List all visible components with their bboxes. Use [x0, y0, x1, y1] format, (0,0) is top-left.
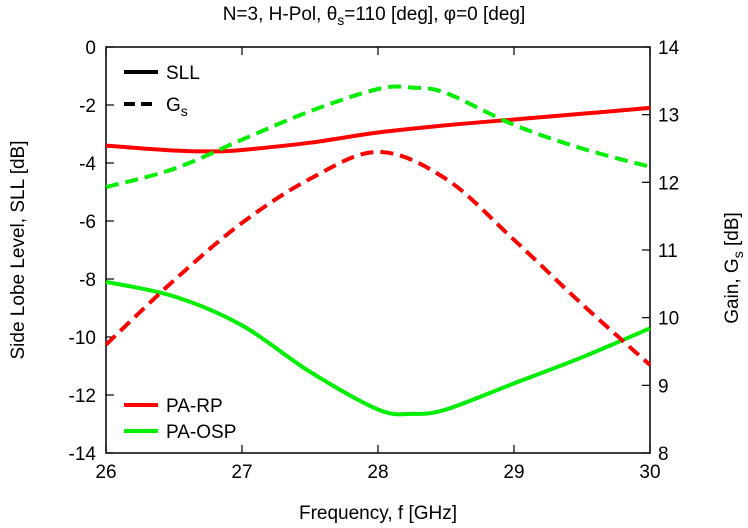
y-left-tick-label: 0	[85, 38, 96, 59]
x-axis: 26 27 28 29 30	[95, 47, 661, 483]
legend-style-label-sll: SLL	[166, 63, 200, 84]
chart-title-sub: s	[337, 12, 344, 28]
y-axis-right-label-sub: s	[730, 251, 746, 258]
y-left-tick-label: -4	[79, 154, 96, 175]
y-right-tick-label: 8	[658, 444, 669, 465]
y-right-tick-label: 11	[658, 241, 678, 262]
y-left-tick-label: -12	[69, 386, 96, 407]
chart-title-suffix: =110 [deg], φ=0 [deg]	[344, 4, 525, 25]
y-left-tick-label: -8	[79, 270, 96, 291]
y-axis-right-label-prefix: Gain, G	[722, 258, 743, 323]
x-tick-label: 28	[367, 462, 388, 483]
series-layer	[104, 84, 652, 417]
y-left-tick-label: -10	[69, 328, 96, 349]
y-axis-left: 0 -2 -4 -6 -8 -10 -12 -14	[69, 38, 114, 465]
series-pa-rp-sll-line	[105, 105, 651, 154]
series-pa-osp-sll-line	[105, 279, 651, 417]
y-axis-right-label-suffix: [dB]	[722, 212, 743, 251]
legend-method-label-pa-rp: PA-RP	[166, 396, 223, 417]
legend-method: PA-RP PA-OSP	[124, 396, 236, 443]
y-right-tick-label: 13	[658, 106, 679, 127]
legend-style: SLL Gs	[124, 63, 200, 119]
y-right-tick-label: 12	[658, 173, 679, 194]
y-left-tick-label: -2	[79, 96, 96, 117]
series-pa-osp-gs-line	[105, 84, 651, 190]
y-axis-right: 14 13 12 11 10 9 8	[642, 38, 680, 465]
y-left-tick-label: -14	[69, 444, 97, 465]
y-axis-left-label: Side Lobe Level, SLL [dB]	[8, 140, 29, 359]
y-right-tick-label: 10	[658, 309, 679, 330]
x-tick-label: 30	[639, 462, 660, 483]
x-axis-label: Frequency, f [GHz]	[299, 503, 457, 524]
y-left-tick-label: -6	[79, 212, 96, 233]
chart-title: N=3, H-Pol, θs=110 [deg], φ=0 [deg]	[223, 4, 526, 28]
y-right-tick-label: 14	[658, 38, 680, 59]
chart-title-prefix: N=3, H-Pol, θ	[223, 4, 338, 25]
y-axis-right-label: Gain, Gs [dB]	[722, 212, 746, 324]
legend-style-label-gs: Gs	[166, 95, 188, 119]
x-tick-label: 26	[95, 462, 116, 483]
x-tick-label: 27	[231, 462, 252, 483]
x-tick-label: 29	[503, 462, 524, 483]
series-pa-rp-gs-line	[104, 149, 652, 367]
legend-method-label-pa-osp: PA-OSP	[166, 422, 236, 443]
y-right-tick-label: 9	[658, 376, 669, 397]
